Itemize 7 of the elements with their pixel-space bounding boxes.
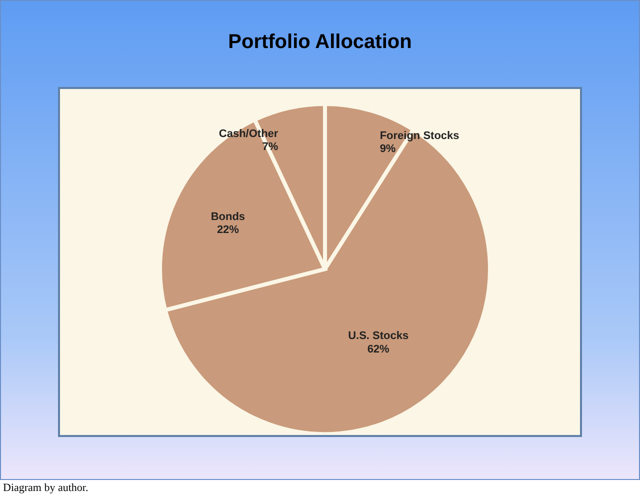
data-label: 22% — [216, 224, 240, 236]
slice-label: Bonds — [210, 211, 246, 224]
data-label: 62% — [367, 343, 390, 356]
text: Diagram by author. — [3, 482, 88, 494]
data-label: 9% — [380, 143, 396, 156]
slice-label: U.S. Stocks — [348, 330, 409, 342]
chart-title: Portfolio Allocation — [227, 31, 413, 54]
